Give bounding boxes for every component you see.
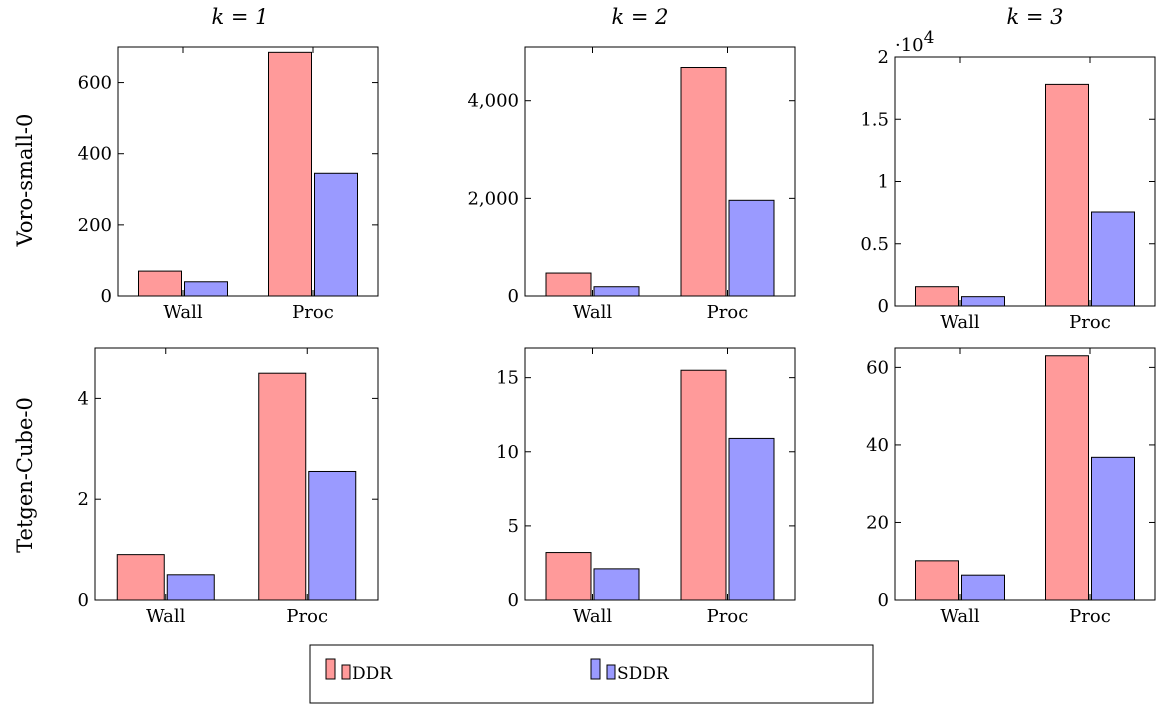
- panel-5: Wall Proc 0 5 10 15: [496, 347, 796, 627]
- panel-1-y-tick-label-3: 600: [78, 73, 112, 94]
- legend-swatch-ddr-b: [341, 664, 351, 680]
- panel-2-bar-ddr-proc: [680, 67, 727, 297]
- panel-3: Wall Proc 0 0.5 1 1.5 2 ·104: [860, 28, 1156, 333]
- panel-5-bar-sddr-proc: [728, 437, 775, 601]
- panel-4-x-tick-label-wall: Wall: [146, 606, 185, 627]
- panel-3-y-tick-label-1: 0.5: [860, 234, 889, 255]
- panel-1-frame: [117, 46, 379, 297]
- panel-2: Wall Proc 0 2,000 4,000: [467, 46, 796, 323]
- panel-6-y-tick-label-3: 60: [866, 357, 889, 378]
- legend: DDR SDDR: [309, 644, 874, 704]
- panel-2-y-tick-label-0: 0: [508, 286, 519, 307]
- column-title-k3: k = 3: [1006, 5, 1063, 29]
- panel-5-y-tick-label-1: 5: [508, 516, 519, 537]
- panel-6-bar-sddr-proc: [1091, 456, 1135, 601]
- row-label-voro: Voro-small-0: [13, 114, 37, 248]
- panel-2-x-tick-label-wall: Wall: [573, 302, 612, 323]
- panel-5-bar-ddr-wall: [545, 552, 592, 601]
- panel-1: Wall Proc 0 200 400 600: [78, 46, 379, 323]
- panel-3-scale-label: ·104: [895, 28, 934, 56]
- panel-1-x-tick-label-proc: Proc: [292, 302, 334, 323]
- panel-5-bar-sddr-wall: [593, 568, 640, 601]
- panel-6-bar-sddr-wall: [961, 574, 1005, 601]
- panel-1-bar-sddr-proc: [314, 172, 358, 297]
- panel-1-x-tick-label-wall: Wall: [163, 302, 202, 323]
- panel-6-bar-ddr-wall: [915, 560, 959, 601]
- legend-swatch-sddr-a: [590, 658, 601, 680]
- panel-6-y-tick-label-2: 40: [866, 435, 889, 456]
- panel-3-y-tick-label-3: 1.5: [860, 109, 889, 130]
- panel-5-y-tick-label-0: 0: [508, 590, 519, 611]
- panel-6: Wall Proc 0 20 40 60: [866, 347, 1156, 627]
- panel-4-frame: [94, 347, 379, 601]
- panel-3-bar-ddr-wall: [915, 286, 959, 307]
- legend-label-ddr: DDR: [352, 664, 393, 684]
- panel-2-bar-sddr-proc: [728, 199, 775, 297]
- panel-6-x-tick-label-proc: Proc: [1069, 606, 1111, 627]
- panel-6-bar-ddr-proc: [1045, 355, 1089, 601]
- panel-1-bar-ddr-proc: [268, 51, 312, 297]
- panel-6-frame: [894, 347, 1156, 601]
- panel-1-bar-sddr-wall: [184, 281, 228, 297]
- panel-4-x-tick-label-proc: Proc: [286, 606, 328, 627]
- panel-4-bar-ddr-wall: [116, 554, 165, 601]
- panel-2-y-tick-label-1: 2,000: [467, 188, 519, 209]
- panel-3-bar-sddr-proc: [1091, 211, 1135, 307]
- panel-4-y-tick-label-0: 0: [78, 590, 89, 611]
- legend-swatch-sddr-b: [606, 664, 616, 680]
- panel-3-y-tick-label-2: 1: [878, 172, 889, 193]
- panel-5-frame: [524, 347, 796, 601]
- column-title-k2: k = 2: [611, 5, 668, 29]
- panel-5-bar-ddr-proc: [680, 369, 727, 601]
- panel-2-bar-ddr-wall: [545, 272, 592, 297]
- panel-3-x-tick-label-proc: Proc: [1069, 312, 1111, 333]
- legend-label-sddr: SDDR: [617, 664, 670, 684]
- panel-4-y-tick-label-2: 4: [78, 388, 89, 409]
- panel-4: Wall Proc 0 2 4: [78, 347, 379, 627]
- panel-2-y-tick-label-2: 4,000: [467, 91, 519, 112]
- panel-6-y-tick-label-0: 0: [878, 590, 889, 611]
- panel-3-x-tick-label-wall: Wall: [940, 312, 979, 333]
- column-title-k1: k = 1: [211, 5, 268, 29]
- panel-2-bar-sddr-wall: [593, 286, 640, 297]
- legend-swatch-ddr-a: [325, 658, 336, 680]
- panel-4-bar-sddr-wall: [166, 574, 215, 601]
- panel-3-y-tick-label-4: 2: [878, 47, 889, 68]
- panel-4-bar-sddr-proc: [308, 470, 357, 601]
- panel-5-x-tick-label-wall: Wall: [573, 606, 612, 627]
- panel-3-bar-ddr-proc: [1045, 83, 1089, 307]
- panel-3-y-tick-label-0: 0: [878, 296, 889, 317]
- panel-4-bar-ddr-proc: [258, 372, 307, 601]
- panel-1-y-tick-label-1: 200: [78, 215, 112, 236]
- panel-5-x-tick-label-proc: Proc: [707, 606, 749, 627]
- panel-5-y-tick-label-3: 15: [496, 368, 519, 389]
- panel-1-y-tick-label-0: 0: [101, 286, 112, 307]
- panel-5-y-tick-label-2: 10: [496, 442, 519, 463]
- panel-2-frame: [524, 46, 796, 297]
- row-label-tetgen: Tetgen-Cube-0: [13, 397, 37, 553]
- legend-box: [309, 644, 874, 704]
- panel-6-x-tick-label-wall: Wall: [940, 606, 979, 627]
- panel-3-bar-sddr-wall: [961, 296, 1005, 307]
- panel-4-y-tick-label-1: 2: [78, 489, 89, 510]
- panel-3-scale-exponent: 4: [924, 28, 935, 48]
- panel-1-y-tick-label-2: 400: [78, 144, 112, 165]
- panel-1-bar-ddr-wall: [138, 270, 182, 297]
- panel-2-x-tick-label-proc: Proc: [707, 302, 749, 323]
- panel-6-y-tick-label-1: 20: [866, 512, 889, 533]
